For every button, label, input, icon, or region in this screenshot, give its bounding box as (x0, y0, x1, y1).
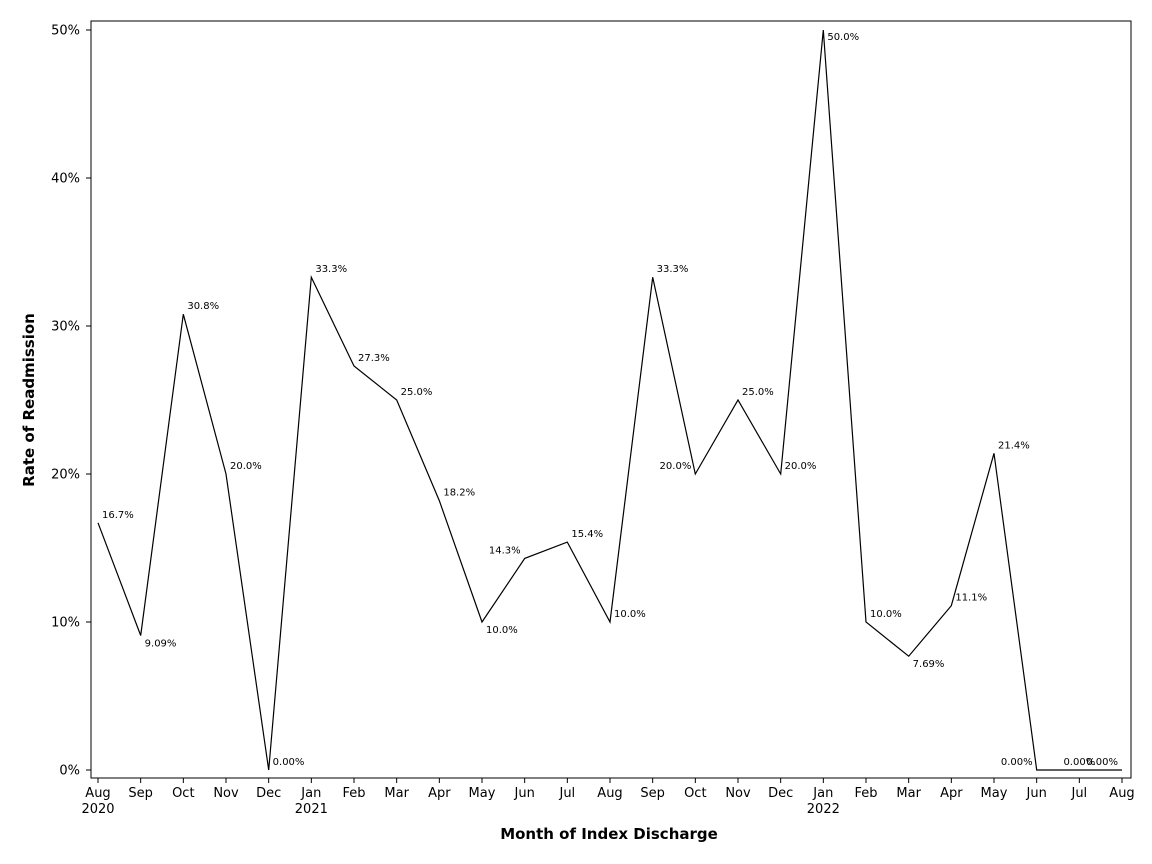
y-tick-label: 30% (51, 320, 80, 335)
y-axis-title: Rate of Readmission (20, 313, 38, 487)
data-label: 50.0% (827, 32, 859, 43)
x-axis-title: Month of Index Discharge (500, 825, 718, 843)
x-tick-label: Jul (558, 786, 575, 801)
y-tick-label: 0% (59, 764, 80, 779)
x-tick-label: Dec (768, 786, 793, 801)
x-tick-label: Jan (812, 786, 833, 801)
x-tick-label: Apr (940, 786, 963, 801)
x-tick-label: Feb (342, 786, 365, 801)
x-tick-label: Feb (854, 786, 877, 801)
x-tick-label: Mar (896, 786, 921, 801)
data-label: 0.00% (1063, 757, 1095, 768)
x-tick-year-label: 2022 (807, 802, 840, 817)
x-tick-year-label: 2021 (295, 802, 328, 817)
data-label: 15.4% (571, 529, 603, 540)
data-labels: 16.7% 9.09% 30.8% 20.0% 0.00% 33.3% 27.3% 25.0%… (102, 32, 1118, 768)
data-label: 25.0% (742, 387, 774, 398)
data-label: 21.4% (998, 440, 1030, 451)
data-label: 10.0% (870, 609, 902, 620)
x-tick-label: Sep (128, 786, 153, 801)
x-tick-label: Apr (428, 786, 451, 801)
x-tick-label: Aug (1109, 786, 1134, 801)
data-label: 0.00% (273, 757, 305, 768)
data-label: 18.2% (443, 488, 475, 499)
x-tick-label: May (981, 786, 1008, 801)
x-tick-label: Oct (684, 786, 706, 801)
data-label: 33.3% (315, 264, 347, 275)
x-tick-label: Jul (1070, 786, 1087, 801)
data-label: 25.0% (401, 387, 433, 398)
data-label: 10.0% (486, 625, 518, 636)
x-tick-label: Sep (640, 786, 665, 801)
data-label: 11.1% (955, 593, 987, 604)
x-tick-label: Oct (172, 786, 194, 801)
y-tick-label: 40% (51, 172, 80, 187)
x-tick-label: Jun (514, 786, 535, 801)
x-tick-label: Aug (85, 786, 110, 801)
y-tick-label: 50% (51, 24, 80, 39)
data-label: 33.3% (657, 264, 689, 275)
x-tick-label: Jun (1026, 786, 1047, 801)
x-tick-year-label: 2020 (81, 802, 114, 817)
data-label: 9.09% (145, 638, 177, 649)
series-line (97, 29, 1122, 771)
data-label: 10.0% (614, 609, 646, 620)
data-label: 0.00% (1001, 757, 1033, 768)
y-tick-label: 20% (51, 468, 80, 483)
data-label: 0.00% (1086, 757, 1118, 768)
plot-frame (90, 20, 1132, 779)
x-tick-label: Jan (300, 786, 321, 801)
y-axis: 0% 10% 20% 30% 40% 50% (51, 24, 91, 779)
x-tick-label: Mar (384, 786, 409, 801)
data-label: 7.69% (913, 659, 945, 670)
data-label: 20.0% (230, 461, 262, 472)
data-label: 30.8% (187, 301, 219, 312)
x-tick-label: May (469, 786, 496, 801)
x-tick-label: Dec (256, 786, 281, 801)
data-label: 20.0% (785, 461, 817, 472)
y-tick-label: 10% (51, 616, 80, 631)
x-tick-label: Nov (725, 786, 751, 801)
data-label: 14.3% (489, 545, 521, 556)
data-label: 16.7% (102, 510, 134, 521)
x-tick-label: Aug (597, 786, 622, 801)
data-label: 27.3% (358, 353, 390, 364)
x-tick-label: Nov (213, 786, 239, 801)
data-label: 20.0% (660, 461, 692, 472)
